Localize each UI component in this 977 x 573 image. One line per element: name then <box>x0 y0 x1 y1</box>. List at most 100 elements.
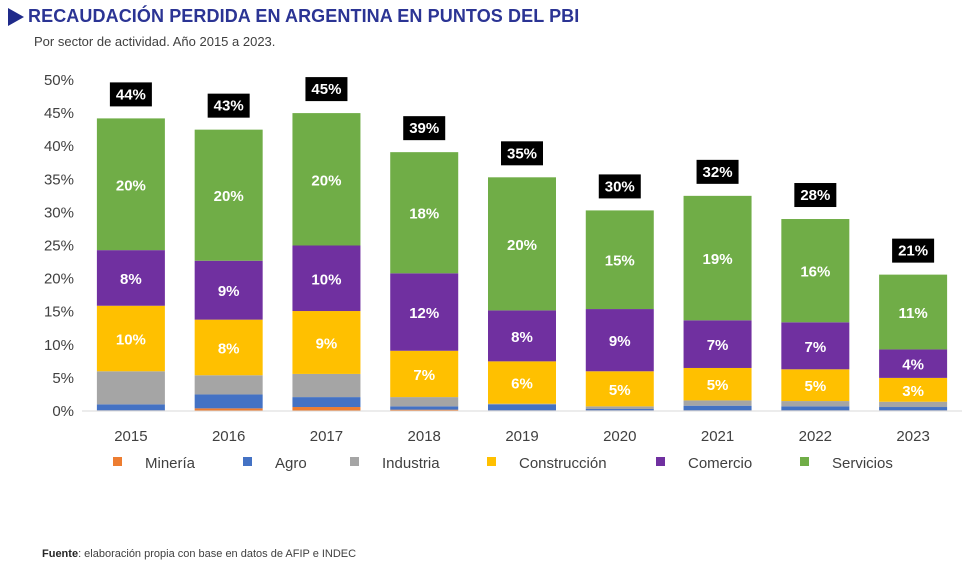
chart-title-text: RECAUDACIÓN PERDIDA EN ARGENTINA EN PUNT… <box>28 6 580 26</box>
bar-segment <box>194 260 263 320</box>
bar-segment <box>390 409 459 411</box>
total-data-label: 30% <box>605 178 635 195</box>
bar-segment <box>781 401 850 407</box>
legend-label: Servicios <box>832 455 893 472</box>
total-label-box <box>305 77 348 102</box>
segment-data-label: 7% <box>707 337 729 354</box>
x-tick-label: 2022 <box>799 428 832 445</box>
bar-segment <box>194 375 263 395</box>
legend-label: Industria <box>382 455 440 472</box>
bar-segment <box>96 305 165 372</box>
bar-segment <box>292 245 361 312</box>
bar-segment <box>194 319 263 376</box>
bar-segment <box>194 408 263 411</box>
legend-swatch <box>243 457 252 466</box>
bar-segment <box>488 361 556 404</box>
total-data-label: 44% <box>116 86 146 103</box>
x-tick-label: 2019 <box>505 428 538 445</box>
segment-data-label: 4% <box>902 357 924 374</box>
bar-segment <box>292 407 361 411</box>
bar-segment <box>585 371 654 407</box>
bar-segment <box>292 311 361 374</box>
y-tick-label: 0% <box>52 403 74 420</box>
bar-segment <box>194 129 263 261</box>
bar-segment <box>781 219 850 323</box>
segment-data-label: 20% <box>311 172 341 189</box>
total-data-label: 28% <box>800 187 830 204</box>
total-data-label: 39% <box>409 120 439 137</box>
bar-segment <box>390 273 459 351</box>
bar-segment <box>683 195 752 321</box>
segment-data-label: 8% <box>511 329 533 346</box>
x-tick-label: 2020 <box>603 428 636 445</box>
segment-data-label: 7% <box>413 367 435 384</box>
bar-segment <box>292 373 361 398</box>
segment-data-label: 9% <box>218 283 240 300</box>
bar-segment <box>585 210 654 310</box>
x-tick-label: 2017 <box>310 428 343 445</box>
bar-segment <box>488 177 556 311</box>
bar-segment <box>96 404 165 411</box>
bar-segment <box>390 406 459 410</box>
total-data-label: 43% <box>214 98 244 115</box>
source-note: Fuente: elaboración propia con base en d… <box>42 548 356 560</box>
y-tick-label: 5% <box>52 370 74 387</box>
chart-title: RECAUDACIÓN PERDIDA EN ARGENTINA EN PUNT… <box>8 6 579 27</box>
y-tick-label: 15% <box>44 304 74 321</box>
legend-label: Agro <box>275 455 307 472</box>
total-data-label: 21% <box>898 243 928 260</box>
bar-segment <box>879 274 948 350</box>
segment-data-label: 7% <box>804 339 826 356</box>
bar-segment <box>879 407 948 411</box>
bar-segment <box>585 409 654 411</box>
x-tick-label: 2018 <box>408 428 441 445</box>
segment-data-label: 15% <box>605 253 635 270</box>
segment-data-label: 12% <box>409 305 439 322</box>
bar-segment <box>292 113 361 246</box>
segment-data-label: 5% <box>804 378 826 395</box>
segment-data-label: 10% <box>311 271 341 288</box>
total-label-box <box>794 183 837 208</box>
total-label-box <box>598 174 641 199</box>
segment-data-label: 19% <box>703 251 733 268</box>
x-tick-label: 2015 <box>114 428 147 445</box>
segment-data-label: 11% <box>899 305 928 322</box>
bar-segment <box>390 350 459 398</box>
bar-segment <box>96 250 165 306</box>
segment-data-label: 5% <box>609 382 631 399</box>
y-tick-label: 45% <box>44 105 74 122</box>
bar-segment <box>683 400 752 406</box>
y-tick-label: 20% <box>44 271 74 288</box>
bar-segment <box>879 401 948 408</box>
y-tick-label: 40% <box>44 138 74 155</box>
bar-segment <box>879 377 948 402</box>
total-label-box <box>501 141 543 166</box>
legend-label: Comercio <box>688 455 752 472</box>
segment-data-label: 16% <box>800 264 830 281</box>
segment-data-label: 8% <box>120 271 142 288</box>
bar-segment <box>781 406 850 411</box>
bar-segment <box>781 322 850 370</box>
y-tick-label: 30% <box>44 204 74 221</box>
legend-swatch <box>350 457 359 466</box>
legend-swatch <box>800 457 809 466</box>
segment-data-label: 5% <box>707 377 729 394</box>
bar-segment <box>879 349 948 378</box>
x-tick-label: 2016 <box>212 428 245 445</box>
bar-segment <box>683 320 752 368</box>
total-label-box <box>403 116 446 141</box>
legend-swatch <box>113 457 122 466</box>
bar-segment <box>390 152 459 274</box>
total-label-box <box>696 159 739 184</box>
y-tick-label: 35% <box>44 171 74 188</box>
chart-subtitle: Por sector de actividad. Año 2015 a 2023… <box>34 34 276 49</box>
legend-swatch <box>487 457 496 466</box>
total-data-label: 32% <box>703 164 733 181</box>
bar-segment <box>194 394 263 409</box>
bar-segment <box>585 309 654 372</box>
bar-segment <box>390 397 459 407</box>
segment-data-label: 9% <box>609 333 631 350</box>
x-tick-label: 2021 <box>701 428 734 445</box>
bar-segment <box>292 397 361 408</box>
total-data-label: 45% <box>311 81 341 98</box>
